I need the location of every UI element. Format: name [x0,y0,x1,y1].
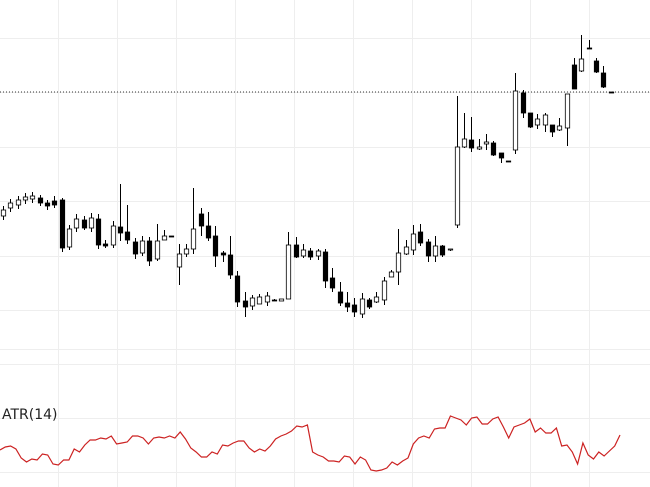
candle-up [256,296,263,305]
candle-up [410,233,417,251]
candle-down [571,64,578,90]
candle-down [51,200,58,206]
candle-down [234,275,241,303]
candle-up [315,250,322,257]
candle-up [578,58,585,72]
candle-up [564,93,571,129]
candle-up [0,209,7,217]
candle-up [395,252,402,273]
candle-up [388,271,395,278]
candle-up [176,253,183,268]
candle-down [212,235,219,257]
candle-down [468,139,475,149]
candle-up [285,244,292,300]
candle-down [366,299,373,308]
candle-down [322,251,329,282]
atr-indicator-label: ATR(14) [2,407,58,423]
candle-up [278,298,285,302]
candle-down [168,235,175,238]
candle-down [220,252,227,256]
candle-down [425,241,432,257]
candle-up [556,125,563,131]
candle-down [344,302,351,308]
candle-up [139,240,146,254]
atr-line [0,415,621,472]
candle-down [44,202,51,207]
candle-down [586,47,593,50]
candle-down [95,218,102,246]
candle-up [264,295,271,303]
candle-down [593,60,600,73]
atr-indicator [0,415,621,472]
candle-down [608,91,615,94]
candle-up [432,245,439,257]
candle-up [534,118,541,126]
candle-down [102,243,109,247]
candle-up [110,225,117,246]
candle-up [512,90,519,151]
candle-down [307,250,314,258]
candle-down [37,197,44,204]
candle-down [490,142,497,156]
candle-up [73,218,80,229]
candle-up [161,235,168,241]
candle-down [505,160,512,163]
candle-up [359,298,366,315]
candle-down [132,241,139,255]
candle-down [600,72,607,88]
candle-down [271,299,278,302]
candle-down [417,231,424,244]
candle-down [439,245,446,256]
candle-down [329,277,336,289]
candle-up [461,138,468,148]
candle-up [300,249,307,257]
candle-down [520,92,527,114]
candle-up [373,296,380,303]
candle-up [154,240,161,260]
candle-up [476,146,483,150]
candle-up [403,246,410,255]
candle-up [183,248,190,255]
candle-up [15,199,22,206]
candle-up [381,280,388,301]
candle-down [498,152,505,159]
candle-up [88,217,95,229]
candle-up [542,114,549,126]
candle-up [454,146,461,226]
candle-up [7,202,14,209]
candle-up [66,228,73,248]
candle-down [205,225,212,239]
candle-down [124,231,131,241]
candle-down [59,199,66,249]
candle-down [549,124,556,133]
candle-down [117,226,124,234]
candle-up [22,196,29,201]
candle-up [483,141,490,145]
candle-down [337,291,344,304]
candle-down [146,240,153,262]
candle-down [527,112,534,128]
candle-up [29,195,36,200]
candle-down [351,304,358,313]
candle-down [198,213,205,227]
candle-down [227,254,234,276]
candle-down [293,244,300,258]
candle-up [249,297,256,307]
candle-up [447,248,454,251]
candle-down [81,219,88,229]
price-candles [0,35,615,318]
candle-down [242,300,249,308]
candle-up [190,228,197,250]
